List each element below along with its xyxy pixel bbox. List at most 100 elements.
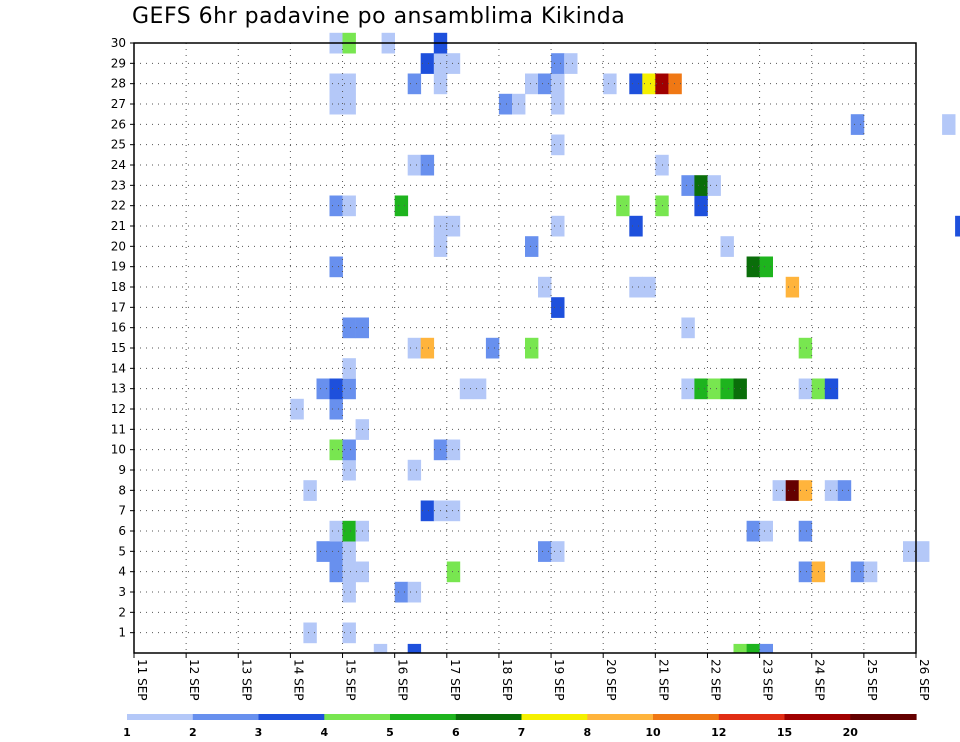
cell — [850, 561, 865, 583]
y-tick-label: 29 — [111, 56, 126, 70]
y-tick-label: 2 — [118, 605, 126, 619]
x-axis-ticks: 11 SEP 12 SEP 13 SEP 14 SEP 15 SEP 16 SEP 17 S… — [133, 653, 931, 701]
legend-label: 5 — [386, 726, 394, 739]
cell — [342, 439, 356, 461]
cell — [759, 643, 773, 654]
y-tick-label: 27 — [111, 97, 126, 111]
cell — [629, 73, 643, 95]
cell — [551, 73, 565, 95]
y-tick-label: 11 — [111, 422, 126, 436]
legend-swatch — [850, 714, 917, 720]
cell — [733, 643, 747, 654]
cell — [420, 500, 435, 522]
y-tick-label: 30 — [111, 36, 126, 50]
x-tick-label: 24 SEP — [813, 659, 827, 701]
cell — [446, 500, 461, 522]
legend-swatch — [653, 714, 720, 720]
cell — [642, 276, 656, 298]
cell — [407, 154, 422, 176]
cell — [446, 53, 461, 74]
y-axis-ticks: 1234567891011121314151617181920212223242… — [111, 36, 134, 640]
cell — [720, 378, 734, 400]
y-tick-label: 19 — [111, 260, 126, 274]
legend-label: 1 — [123, 726, 131, 739]
cell — [329, 73, 343, 95]
cell — [407, 643, 422, 654]
cell — [342, 317, 356, 339]
cell — [720, 236, 734, 257]
cell — [551, 541, 565, 562]
heatmap-cells — [290, 32, 960, 654]
y-tick-label: 9 — [118, 463, 126, 477]
cell — [446, 215, 461, 237]
cell — [485, 337, 500, 359]
cell — [694, 195, 708, 217]
cell — [525, 236, 539, 257]
cell — [394, 581, 409, 603]
x-tick-label: 23 SEP — [761, 659, 775, 701]
cell — [342, 73, 356, 95]
cell — [616, 195, 630, 217]
legend-swatch — [718, 714, 786, 720]
cell — [694, 378, 708, 400]
cell — [551, 93, 565, 115]
legend-label: 20 — [843, 726, 859, 739]
cell — [420, 53, 435, 74]
x-tick-label: 25 SEP — [865, 659, 879, 701]
y-tick-label: 18 — [111, 280, 126, 294]
y-tick-label: 8 — [118, 483, 126, 497]
legend-swatch — [127, 714, 194, 720]
legend-swatch — [784, 714, 851, 720]
color-legend: 1 2 3 4 5 6 7 8 10 12 15 20 — [123, 714, 917, 739]
legend-swatch — [521, 714, 588, 720]
cell — [681, 378, 695, 400]
cell — [538, 73, 552, 95]
x-tick-label: 22 SEP — [708, 659, 722, 701]
cell — [824, 378, 839, 400]
x-tick-label: 13 SEP — [239, 659, 253, 701]
cell — [459, 378, 474, 400]
cell — [329, 195, 343, 217]
cell — [342, 561, 356, 583]
y-tick-label: 25 — [111, 138, 126, 152]
y-tick-label: 7 — [118, 504, 126, 518]
y-tick-label: 16 — [111, 321, 126, 335]
y-tick-label: 28 — [111, 77, 126, 91]
cell — [329, 93, 343, 115]
y-tick-label: 17 — [111, 300, 126, 314]
cell — [342, 358, 356, 379]
cell — [498, 93, 513, 115]
legend-label: 6 — [452, 726, 460, 739]
y-tick-label: 21 — [111, 219, 126, 233]
legend-label: 10 — [645, 726, 661, 739]
y-tick-label: 3 — [118, 585, 126, 599]
cell — [746, 520, 760, 542]
cell — [603, 73, 617, 95]
cell — [694, 175, 708, 196]
cell — [564, 53, 578, 74]
cell — [329, 378, 343, 400]
cell — [329, 398, 343, 420]
cell — [551, 297, 565, 318]
y-tick-label: 15 — [111, 341, 126, 355]
y-tick-label: 23 — [111, 178, 126, 192]
y-tick-label: 26 — [111, 117, 126, 131]
x-tick-label: 21 SEP — [656, 659, 670, 701]
y-tick-label: 22 — [111, 199, 126, 213]
x-tick-label: 11 SEP — [135, 659, 149, 701]
cell — [446, 561, 461, 583]
cell — [772, 480, 786, 501]
legend-label: 4 — [320, 726, 328, 739]
cell — [538, 276, 552, 298]
y-tick-label: 4 — [118, 565, 126, 579]
cell — [824, 480, 839, 501]
cell — [955, 215, 960, 237]
cell — [342, 541, 356, 562]
cell — [916, 541, 930, 562]
legend-swatch — [587, 714, 654, 720]
cell — [329, 256, 343, 278]
cell — [407, 73, 422, 95]
cell — [681, 317, 695, 339]
cell — [342, 581, 356, 603]
cell — [316, 378, 330, 400]
